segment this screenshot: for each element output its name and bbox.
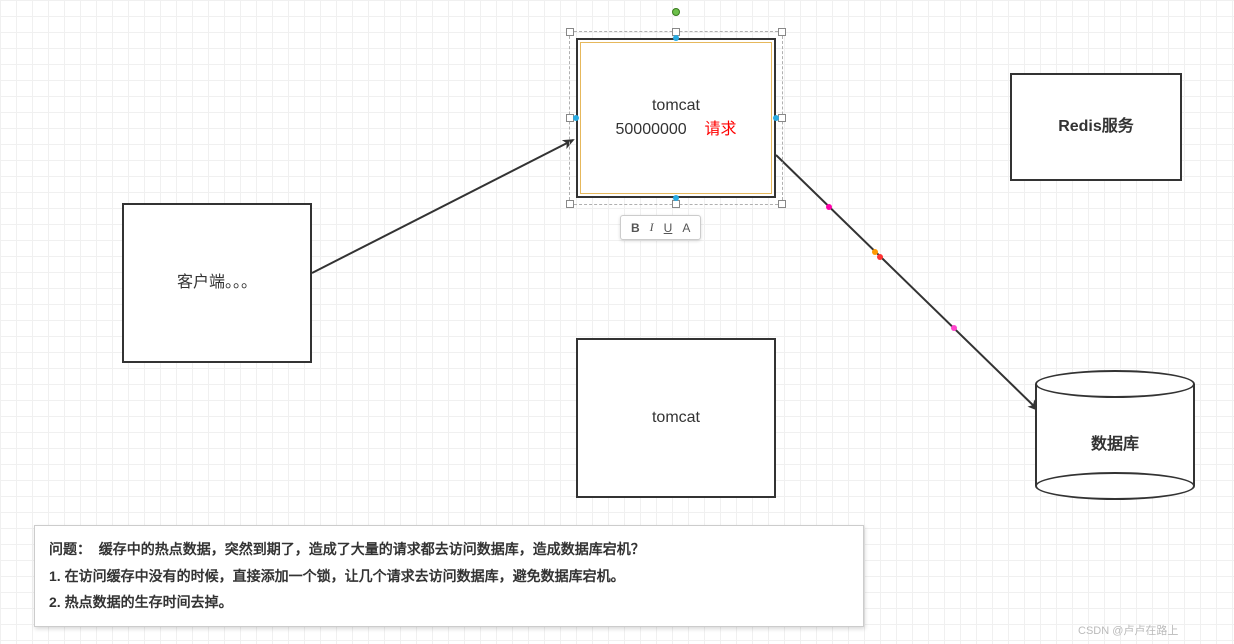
watermark: CSDN @卢卢在路上 — [1078, 622, 1178, 638]
resize-handle-nw[interactable] — [566, 28, 574, 36]
cylinder-top — [1035, 370, 1195, 398]
node-client[interactable]: 客户端。。。 — [122, 203, 312, 363]
resize-handle-sw[interactable] — [566, 200, 574, 208]
node-database-label: 数据库 — [1035, 430, 1195, 454]
note-heading: 问题： 缓存中的热点数据，突然到期了，造成了大量的请求都去访问数据库，造成数据库… — [49, 536, 849, 563]
edge-waypoint-dot — [826, 204, 832, 210]
edge-waypoint-dot — [951, 325, 957, 331]
node-tomcat2[interactable]: tomcat — [576, 338, 776, 498]
note-line2: 2. 热点数据的生存时间去掉。 — [49, 589, 849, 616]
font-button[interactable]: A — [682, 221, 690, 235]
edge-client-tomcat — [312, 140, 573, 273]
node-redis-label: Redis服务 — [1058, 115, 1134, 139]
resize-handle-ne[interactable] — [778, 28, 786, 36]
note-heading-label: 问题： — [49, 541, 91, 557]
text-edit-selection — [580, 42, 772, 194]
resize-handle-n[interactable] — [672, 28, 680, 36]
resize-handle-e[interactable] — [778, 114, 786, 122]
edge-waypoint-dot — [877, 254, 883, 260]
underline-button[interactable]: U — [664, 221, 673, 235]
note-heading-text: 缓存中的热点数据，突然到期了，造成了大量的请求都去访问数据库，造成数据库宕机？ — [99, 541, 645, 557]
format-toolbar[interactable]: B I U A — [620, 215, 701, 240]
note-line1: 1. 在访问缓存中没有的时候，直接添加一个锁，让几个请求去访问数据库，避免数据库… — [49, 563, 849, 590]
bold-button[interactable]: B — [631, 221, 640, 235]
rotate-handle[interactable] — [672, 8, 680, 16]
node-database[interactable]: 数据库 — [1035, 370, 1195, 500]
resize-handle-se[interactable] — [778, 200, 786, 208]
resize-handle-s[interactable] — [672, 200, 680, 208]
cylinder-bottom — [1035, 472, 1195, 500]
node-client-label: 客户端。。。 — [177, 271, 257, 295]
diagram-canvas[interactable]: 客户端。。。 tomcat 50000000 请求 B I U A — [0, 0, 1234, 644]
note-box[interactable]: 问题： 缓存中的热点数据，突然到期了，造成了大量的请求都去访问数据库，造成数据库… — [34, 525, 864, 627]
resize-handle-w[interactable] — [566, 114, 574, 122]
edge-tomcat-database — [776, 155, 1038, 410]
node-redis[interactable]: Redis服务 — [1010, 73, 1182, 181]
italic-button[interactable]: I — [650, 220, 654, 235]
node-tomcat2-label: tomcat — [652, 406, 700, 430]
